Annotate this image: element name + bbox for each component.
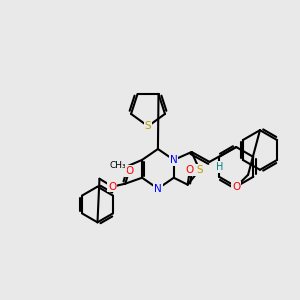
Text: O: O xyxy=(185,165,194,175)
Text: S: S xyxy=(145,121,151,131)
Text: N: N xyxy=(154,184,162,194)
Text: S: S xyxy=(196,165,203,175)
Text: O: O xyxy=(125,166,133,176)
Text: O: O xyxy=(232,182,240,192)
Text: CH₃: CH₃ xyxy=(110,161,126,170)
Text: H: H xyxy=(216,162,223,172)
Text: O: O xyxy=(108,182,116,192)
Text: N: N xyxy=(170,155,178,165)
